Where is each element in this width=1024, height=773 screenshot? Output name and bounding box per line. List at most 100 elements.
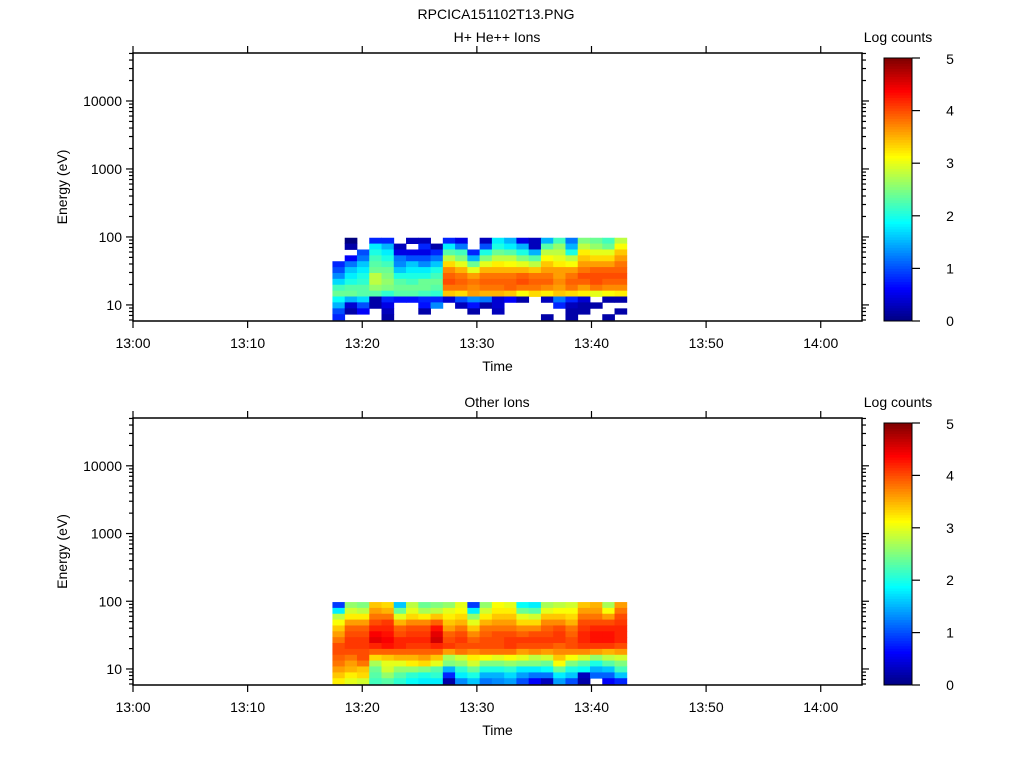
heatmap-cell — [393, 296, 407, 303]
heatmap-cell — [553, 278, 566, 286]
heatmap-cell — [504, 602, 517, 609]
colorbar-segment — [884, 679, 912, 683]
heatmap-cell — [467, 249, 481, 256]
heatmap-cell — [418, 613, 431, 620]
heatmap-cell — [565, 631, 579, 638]
heatmap-cell — [602, 296, 615, 303]
colorbar-segment — [884, 215, 912, 219]
colorbar-segment — [884, 63, 912, 67]
heatmap-cell — [528, 666, 542, 673]
colorbar-segment — [884, 619, 912, 623]
heatmap-cell — [590, 272, 603, 280]
heatmap-cell — [344, 631, 358, 638]
colorbar-segment — [884, 118, 912, 122]
heatmap-cell — [540, 660, 554, 667]
x-tick-label: 13:50 — [689, 335, 724, 351]
heatmap-cell — [406, 284, 419, 292]
colorbar-segment — [884, 512, 912, 516]
colorbar-segment — [884, 305, 912, 309]
heatmap-cell — [344, 619, 358, 626]
x-tick-label: 13:40 — [574, 699, 609, 715]
colorbar-segment — [884, 292, 912, 296]
heatmap-cell — [467, 648, 481, 656]
heatmap-cell — [479, 249, 493, 256]
heatmap-cell — [442, 602, 456, 609]
heatmap-cell — [540, 619, 554, 626]
heatmap-cell — [406, 237, 419, 244]
colorbar-segment — [884, 97, 912, 101]
heatmap-cell — [577, 678, 591, 685]
colorbar-segment — [884, 559, 912, 563]
plot-frame — [132, 417, 863, 686]
heatmap-cell — [381, 637, 395, 644]
heatmap-cell — [540, 314, 554, 321]
heatmap-cell — [565, 255, 579, 262]
heatmap-cell — [467, 625, 481, 632]
heatmap-cell — [442, 631, 456, 638]
colorbar-segment — [884, 627, 912, 631]
colorbar-segment — [884, 554, 912, 558]
colorbar-segment — [884, 425, 912, 429]
heatmap-cell — [418, 267, 431, 274]
heatmap-cell — [553, 296, 566, 303]
colorbar-segment — [884, 255, 912, 259]
heatmap-cell — [577, 672, 591, 679]
heatmap-cell — [577, 302, 591, 309]
colorbar-segment — [884, 588, 912, 592]
heatmap-cell — [590, 666, 603, 673]
colorbar-segment — [884, 430, 912, 434]
heatmap-cell — [614, 308, 628, 315]
heatmap-cell — [418, 678, 431, 685]
heatmap-cell — [467, 613, 481, 620]
heatmap-cell — [565, 243, 579, 250]
heatmap-cell — [344, 302, 358, 309]
heatmap-cell — [614, 607, 628, 615]
heatmap-cell — [332, 602, 346, 609]
heatmap-cell — [369, 648, 382, 656]
heatmap-cell — [577, 631, 591, 638]
heatmap-cell — [528, 237, 542, 244]
colorbar-segment — [884, 527, 912, 531]
heatmap-cell — [504, 243, 517, 250]
heatmap-cell — [504, 267, 517, 274]
heatmap-cell — [467, 302, 481, 309]
heatmap-cell — [344, 607, 358, 615]
heatmap-cell — [491, 243, 505, 250]
heatmap-cell — [381, 255, 395, 262]
x-tick-label: 13:00 — [115, 699, 150, 715]
heatmap-cell — [590, 284, 603, 292]
heatmap-cell — [479, 613, 493, 620]
heatmap-cell — [479, 243, 493, 250]
heatmap-cell — [356, 678, 370, 685]
heatmap-cell — [565, 267, 579, 274]
heatmap-cell — [516, 672, 530, 679]
colorbar-segment — [884, 189, 912, 193]
heatmap-cell — [565, 672, 579, 679]
heatmap-cell — [516, 237, 530, 244]
heatmap-cell — [442, 660, 456, 667]
colorbar-segment — [884, 184, 912, 188]
colorbar-segment — [884, 451, 912, 455]
heatmap-cell — [406, 654, 419, 661]
heatmap-cell — [406, 672, 419, 679]
colorbar-segment — [884, 462, 912, 466]
heatmap-cell — [356, 625, 370, 632]
heatmap-cell — [418, 255, 431, 262]
heatmap-cell — [540, 654, 554, 661]
colorbar-segment — [884, 574, 912, 579]
heatmap-cell — [553, 654, 566, 661]
heatmap-cell — [553, 284, 566, 292]
colorbar-segment — [884, 252, 912, 256]
heatmap-cell — [602, 631, 615, 638]
heatmap-cell — [344, 666, 358, 673]
heatmap-cell — [491, 278, 505, 286]
heatmap-cell — [528, 672, 542, 679]
colorbar-segment — [884, 94, 912, 98]
panel-title: H+ He++ Ions — [454, 29, 541, 45]
heatmap-cell — [455, 243, 468, 250]
heatmap-cell — [516, 625, 530, 632]
heatmap-cell — [614, 678, 628, 685]
heatmap-cell — [602, 672, 615, 679]
heatmap-cell — [491, 678, 505, 685]
heatmap-cell — [516, 654, 530, 661]
